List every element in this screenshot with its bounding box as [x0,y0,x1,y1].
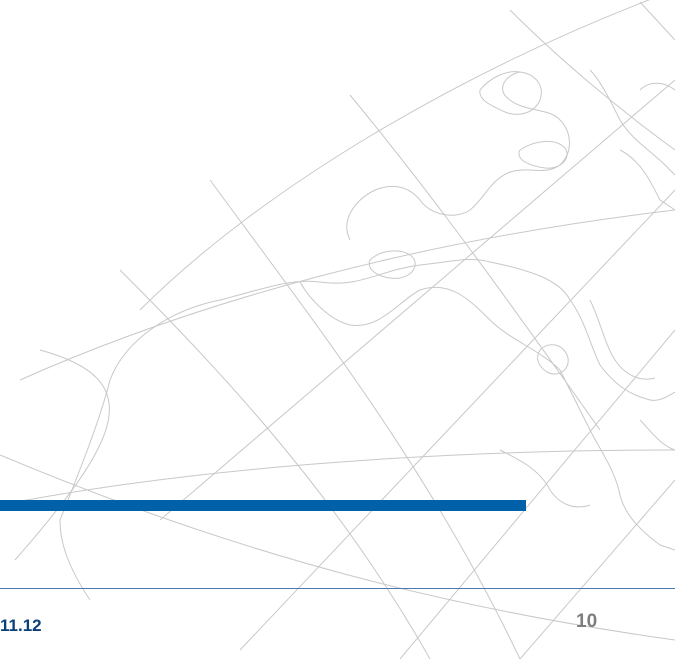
meridian-line [119,269,431,659]
coastline [639,82,675,91]
coastline [499,449,591,508]
coastline [59,519,91,601]
coastline [639,419,675,451]
latitude-line [19,209,675,381]
meridian-line [509,9,675,151]
coastline [589,299,656,380]
latitude-line [0,449,675,506]
meridian-line [399,329,675,659]
footer-divider [0,588,675,589]
meridian-line [349,94,601,431]
latitude-line [0,454,675,641]
coastline [537,344,569,375]
coastline [619,149,675,211]
meridian-line [519,479,675,659]
coastline [346,71,570,241]
coastline [479,71,542,115]
meridian-line [209,179,521,659]
coastline [589,69,675,176]
coastline [299,281,675,551]
coastline [368,250,416,279]
coastline [59,258,675,521]
latitude-line [139,0,651,311]
footer-date: 11.12 [0,616,42,635]
meridian-line [159,79,675,521]
page-number: 10 [576,611,598,632]
title-accent-bar [0,500,526,511]
meridian-line [14,349,110,561]
coastline [518,141,568,169]
meridian-line [239,189,675,651]
meridian-line [639,1,675,41]
